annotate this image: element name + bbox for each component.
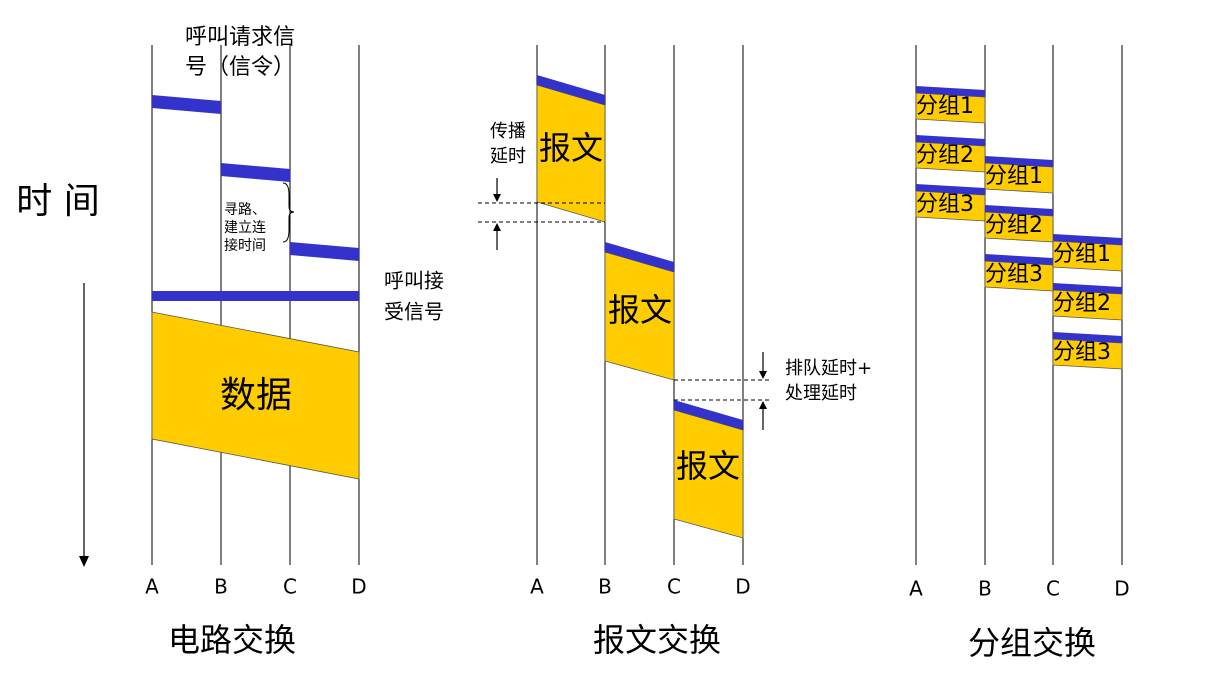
header-bar xyxy=(985,205,1053,216)
header-bar xyxy=(916,86,985,97)
node-label: A xyxy=(145,575,159,599)
node-label: D xyxy=(735,575,750,599)
packet-label: 分组3 xyxy=(1053,340,1111,365)
time-label: 时 间 xyxy=(16,181,99,222)
data-label: 数据 xyxy=(220,375,292,416)
packet-label: 分组1 xyxy=(916,94,974,119)
node-label: A xyxy=(909,577,923,601)
node-label: B xyxy=(214,575,228,599)
arrow-head xyxy=(493,223,501,231)
packet-label: 分组2 xyxy=(985,213,1043,238)
message-label: 报文 xyxy=(608,291,672,329)
signal-bar xyxy=(290,242,359,261)
node-label: C xyxy=(667,575,681,599)
packet-label: 分组2 xyxy=(916,143,974,168)
brace xyxy=(282,182,295,243)
node-label: B xyxy=(598,575,612,599)
data-block xyxy=(151,311,360,480)
queue-delay: 排队延时+ xyxy=(785,358,872,379)
signal-bar xyxy=(221,163,290,182)
header-bar xyxy=(605,242,674,272)
packet-label: 分组1 xyxy=(1053,242,1111,267)
queue-delay: 处理延时 xyxy=(785,383,857,404)
node-label: D xyxy=(351,575,366,599)
call-request: 呼叫请求信 xyxy=(185,25,295,50)
message-label: 报文 xyxy=(676,447,740,485)
header-bar xyxy=(1053,234,1122,245)
node-label: A xyxy=(530,575,544,599)
arrow-head xyxy=(493,194,501,202)
header-bar xyxy=(1053,283,1122,294)
signal-bar xyxy=(152,95,221,114)
header-bar xyxy=(985,156,1053,167)
propagation-delay: 传播 xyxy=(490,121,526,142)
node-label: C xyxy=(283,575,297,599)
packet-label: 分组3 xyxy=(916,192,974,217)
header-bar xyxy=(1053,332,1122,343)
panel-title: 分组交换 xyxy=(968,624,1096,662)
packet-label: 分组3 xyxy=(985,262,1043,287)
setup-time: 寻路、 xyxy=(224,202,266,218)
header-bar xyxy=(916,135,985,146)
packet-block xyxy=(1052,240,1123,272)
arrow-head xyxy=(759,371,767,379)
accept-bar xyxy=(152,291,359,301)
header-bar xyxy=(985,254,1053,265)
node-label: D xyxy=(1114,577,1129,601)
panel-title: 报文交换 xyxy=(593,621,721,659)
panel-title: 电路交换 xyxy=(168,621,296,659)
call-accept: 受信号 xyxy=(384,300,444,324)
packet-block xyxy=(984,162,1054,194)
call-request: 号（信令） xyxy=(185,55,295,80)
message-block xyxy=(673,409,744,539)
header-bar xyxy=(916,184,985,195)
node-label: B xyxy=(978,577,992,601)
header-bar xyxy=(537,75,605,105)
propagation-delay: 延时 xyxy=(490,146,526,167)
setup-time: 建立连 xyxy=(224,220,266,236)
arrow-head xyxy=(79,556,89,567)
node-label: C xyxy=(1046,577,1060,601)
call-accept: 呼叫接 xyxy=(384,269,444,293)
header-bar xyxy=(674,400,743,430)
setup-time: 接时间 xyxy=(224,237,266,254)
message-label: 报文 xyxy=(539,129,603,167)
packet-label: 分组2 xyxy=(1053,291,1111,316)
packet-label: 分组1 xyxy=(985,164,1043,189)
arrow-head xyxy=(759,401,767,409)
